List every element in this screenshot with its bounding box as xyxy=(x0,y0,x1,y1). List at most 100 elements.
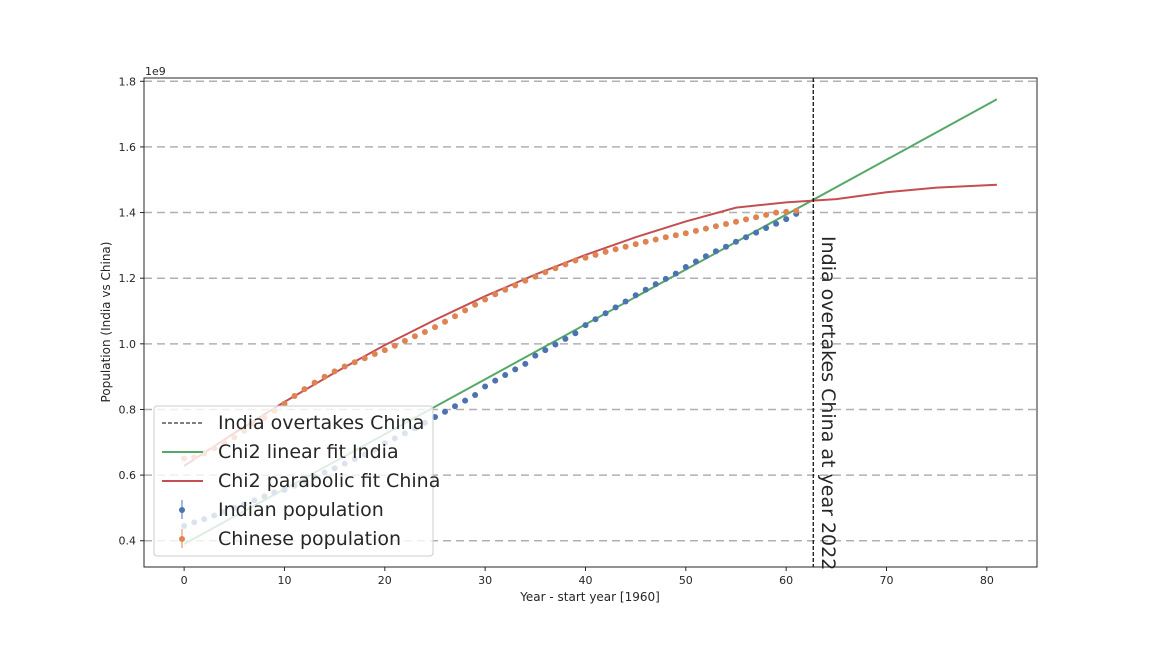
data-point-chinese-population xyxy=(311,379,318,386)
data-point-chinese-population xyxy=(452,313,458,320)
x-tick-label: 80 xyxy=(980,574,994,587)
data-point-indian-population xyxy=(532,352,539,359)
data-point-chinese-population xyxy=(642,238,649,245)
data-point-chinese-population xyxy=(692,227,699,234)
data-point-chinese-population xyxy=(662,234,669,241)
x-tick-label: 0 xyxy=(181,574,188,587)
legend-label-vline: India overtakes China xyxy=(218,412,424,434)
data-point-chinese-population xyxy=(301,386,308,393)
data-point-chinese-population xyxy=(743,216,749,223)
data-point-indian-population xyxy=(642,286,649,293)
data-point-chinese-population xyxy=(783,208,790,215)
data-point-indian-population xyxy=(702,253,709,260)
data-point-indian-population xyxy=(472,392,479,398)
data-point-indian-population xyxy=(682,264,689,270)
y-tick-label: 1.4 xyxy=(119,207,137,220)
data-point-indian-population xyxy=(552,341,559,348)
data-point-indian-population xyxy=(743,234,749,241)
data-point-chinese-population xyxy=(401,337,408,344)
data-point-indian-population xyxy=(482,383,489,390)
x-tick-label: 50 xyxy=(679,574,693,587)
data-point-indian-population xyxy=(602,310,609,317)
data-point-chinese-population xyxy=(562,261,569,268)
data-point-chinese-population xyxy=(602,248,609,255)
data-point-indian-population xyxy=(652,281,659,288)
y-tick-label: 0.4 xyxy=(119,535,137,548)
data-point-indian-population xyxy=(763,225,770,231)
data-point-chinese-population xyxy=(753,214,760,221)
legend-handle-india xyxy=(179,507,185,513)
data-point-indian-population xyxy=(712,248,719,255)
y-tick-label: 1.0 xyxy=(119,338,137,351)
data-point-chinese-population xyxy=(712,223,719,230)
data-point-chinese-population xyxy=(682,230,689,237)
y-axis-label: Population (India vs China) xyxy=(99,242,113,403)
data-point-indian-population xyxy=(542,347,549,354)
data-point-chinese-population xyxy=(341,363,348,370)
data-point-indian-population xyxy=(582,322,589,329)
data-point-indian-population xyxy=(462,397,469,404)
data-point-chinese-population xyxy=(763,211,770,218)
ticks: 0.4 0.6 0.8 1.0 1.2 1.4 1.6 1.8 0 10 20 30 40 50 60 70 8… xyxy=(119,75,994,587)
data-point-chinese-population xyxy=(542,269,549,276)
data-point-chinese-population xyxy=(371,351,378,357)
legend-label-linear-fit: Chi2 linear fit India xyxy=(218,441,399,463)
data-point-chinese-population xyxy=(492,291,499,298)
data-point-chinese-population xyxy=(391,342,398,349)
data-point-chinese-population xyxy=(331,368,338,375)
y-tick-label: 1.8 xyxy=(119,75,137,88)
data-point-chinese-population xyxy=(652,236,659,243)
x-tick-label: 10 xyxy=(277,574,291,587)
data-point-chinese-population xyxy=(582,254,589,261)
legend-label-parabolic-fit: Chi2 parabolic fit China xyxy=(218,470,440,492)
data-point-indian-population xyxy=(522,360,529,367)
legend-box xyxy=(153,405,434,557)
data-point-chinese-population xyxy=(512,282,519,289)
data-point-chinese-population xyxy=(672,232,679,239)
data-point-chinese-population xyxy=(622,243,629,250)
data-point-indian-population xyxy=(783,216,790,223)
legend: India overtakes China Chi2 linear fit In… xyxy=(153,405,440,557)
data-point-indian-population xyxy=(622,298,629,305)
data-point-chinese-population xyxy=(632,241,639,248)
x-axis-label: Year - start year [1960] xyxy=(519,590,660,604)
data-point-chinese-population xyxy=(773,209,780,216)
data-point-chinese-population xyxy=(592,251,599,258)
data-point-indian-population xyxy=(492,377,499,384)
data-point-chinese-population xyxy=(702,225,709,232)
data-point-indian-population xyxy=(592,316,599,323)
data-point-chinese-population xyxy=(572,257,579,264)
y-offset-label: 1e9 xyxy=(145,65,166,78)
data-point-chinese-population xyxy=(411,333,418,340)
data-point-indian-population xyxy=(512,366,519,373)
data-point-chinese-population xyxy=(381,347,388,354)
x-tick-label: 30 xyxy=(478,574,492,587)
data-point-indian-population xyxy=(612,304,619,311)
data-point-indian-population xyxy=(502,372,509,378)
data-point-chinese-population xyxy=(502,286,509,293)
data-point-chinese-population xyxy=(291,393,298,399)
annotation-text: India overtakes China at year 2022 xyxy=(817,236,839,570)
x-tick-label: 40 xyxy=(578,574,592,587)
data-point-indian-population xyxy=(562,335,569,342)
data-point-indian-population xyxy=(662,275,669,282)
data-point-chinese-population xyxy=(482,296,489,303)
data-point-chinese-population xyxy=(421,329,428,335)
data-point-indian-population xyxy=(753,229,760,236)
data-point-chinese-population xyxy=(432,324,438,331)
data-point-chinese-population xyxy=(733,218,739,225)
data-point-indian-population xyxy=(692,258,699,265)
data-point-chinese-population xyxy=(612,246,619,253)
data-point-indian-population xyxy=(572,330,579,337)
data-point-indian-population xyxy=(672,270,679,277)
data-point-indian-population xyxy=(632,292,639,299)
y-tick-label: 0.8 xyxy=(119,403,137,416)
data-point-indian-population xyxy=(442,408,448,415)
legend-handle-china xyxy=(179,536,185,542)
data-point-chinese-population xyxy=(361,355,368,362)
legend-label-india: Indian population xyxy=(218,499,384,521)
plot-frame xyxy=(143,77,1038,568)
x-tick-label: 70 xyxy=(879,574,893,587)
data-point-chinese-population xyxy=(442,318,448,325)
